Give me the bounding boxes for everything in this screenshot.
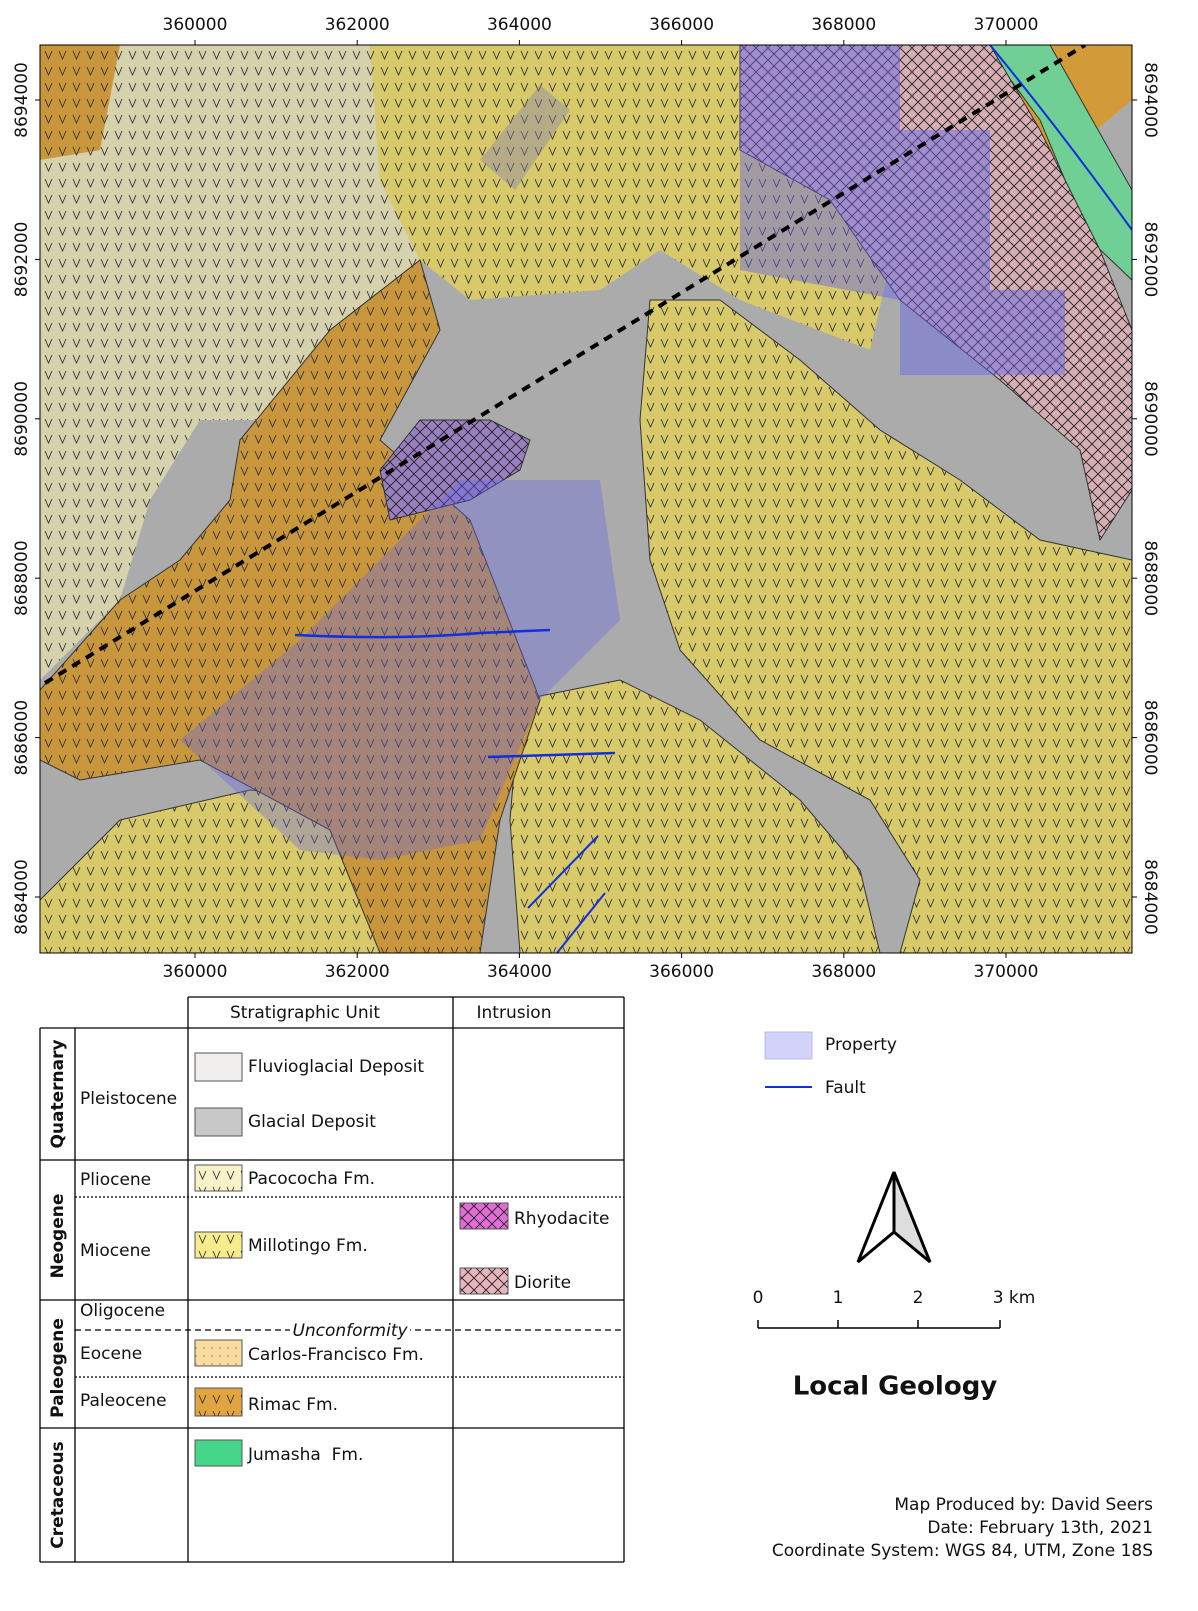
header-unit: Stratigraphic Unit (230, 1003, 380, 1023)
y-tick-label: 8688000 (1140, 540, 1160, 616)
y-tick-label: 8686000 (1140, 700, 1160, 776)
period-label: Neogene (48, 1194, 68, 1279)
period-label: Quaternary (48, 1039, 68, 1148)
x-tick-label: 368000 (811, 962, 876, 982)
geology-map (40, 45, 1132, 953)
unit-label: Carlos-Francisco Fm. (248, 1345, 424, 1365)
credit: Map Produced by: David Seers (894, 1495, 1153, 1515)
fault-label: Fault (825, 1078, 866, 1098)
map-frame (39, 44, 1133, 954)
x-tick-label: 364000 (487, 15, 552, 35)
unit-label: Glacial Deposit (248, 1112, 376, 1132)
unit-label: Rimac Fm. (248, 1395, 338, 1415)
scale-label: 3 km (993, 1288, 1036, 1308)
y-tick-label: 8690000 (1140, 381, 1160, 457)
credit: Date: February 13th, 2021 (927, 1518, 1153, 1538)
y-tick-label: 8690000 (12, 381, 32, 457)
unit-label: Pacococha Fm. (248, 1169, 375, 1189)
map-ticks: 360000 360000 362000 362000 364000 364000 3660… (12, 15, 1160, 982)
x-tick-label: 362000 (325, 962, 390, 982)
epoch-label: Oligocene (80, 1301, 165, 1321)
epoch-label: Pleistocene (80, 1089, 177, 1109)
x-tick-label: 370000 (974, 15, 1039, 35)
x-tick-label: 366000 (649, 15, 714, 35)
y-tick-label: 8684000 (12, 859, 32, 935)
scale-bar (757, 1320, 1001, 1329)
scale-label: 0 (753, 1288, 764, 1308)
intrusion-label: Rhyodacite (514, 1209, 609, 1229)
intrusion-label: Diorite (514, 1273, 571, 1293)
unconformity-gap (290, 1320, 410, 1340)
x-tick-label: 360000 (163, 962, 228, 982)
epoch-label: Miocene (80, 1241, 151, 1261)
property-label: Property (825, 1035, 897, 1055)
north-arrow (856, 1171, 932, 1264)
y-tick-label: 8692000 (1140, 222, 1160, 298)
x-tick-label: 360000 (163, 15, 228, 35)
x-tick-label: 370000 (974, 962, 1039, 982)
unit-swatches (194, 1052, 509, 1467)
period-label: Cretaceous (48, 1441, 68, 1549)
scale-label: 1 (833, 1288, 844, 1308)
y-tick-label: 8694000 (1140, 62, 1160, 138)
scale-label: 2 (913, 1288, 924, 1308)
epoch-label: Pliocene (80, 1170, 151, 1190)
unit-label: Fluvioglacial Deposit (248, 1057, 424, 1077)
epoch-label: Eocene (80, 1344, 142, 1364)
unconformity-label: Unconformity (292, 1321, 408, 1341)
y-tick-label: 8684000 (1140, 859, 1160, 935)
x-tick-label: 364000 (487, 962, 552, 982)
period-label: Paleogene (48, 1318, 68, 1418)
y-tick-label: 8686000 (12, 700, 32, 776)
x-tick-label: 366000 (649, 962, 714, 982)
y-tick-label: 8694000 (12, 62, 32, 138)
x-tick-label: 362000 (325, 15, 390, 35)
y-tick-label: 8688000 (12, 540, 32, 616)
unit-label: Jumasha Fm. (247, 1445, 363, 1465)
unit-label: Millotingo Fm. (248, 1236, 368, 1256)
credit: Coordinate System: WGS 84, UTM, Zone 18S (772, 1541, 1153, 1561)
x-tick-label: 368000 (811, 15, 876, 35)
epoch-label: Paleocene (80, 1391, 167, 1411)
header-intrusion: Intrusion (477, 1003, 552, 1023)
y-tick-label: 8692000 (12, 222, 32, 298)
property-swatch (764, 1031, 813, 1060)
map-title: Local Geology (793, 1372, 998, 1402)
legend-table (39, 996, 625, 1563)
